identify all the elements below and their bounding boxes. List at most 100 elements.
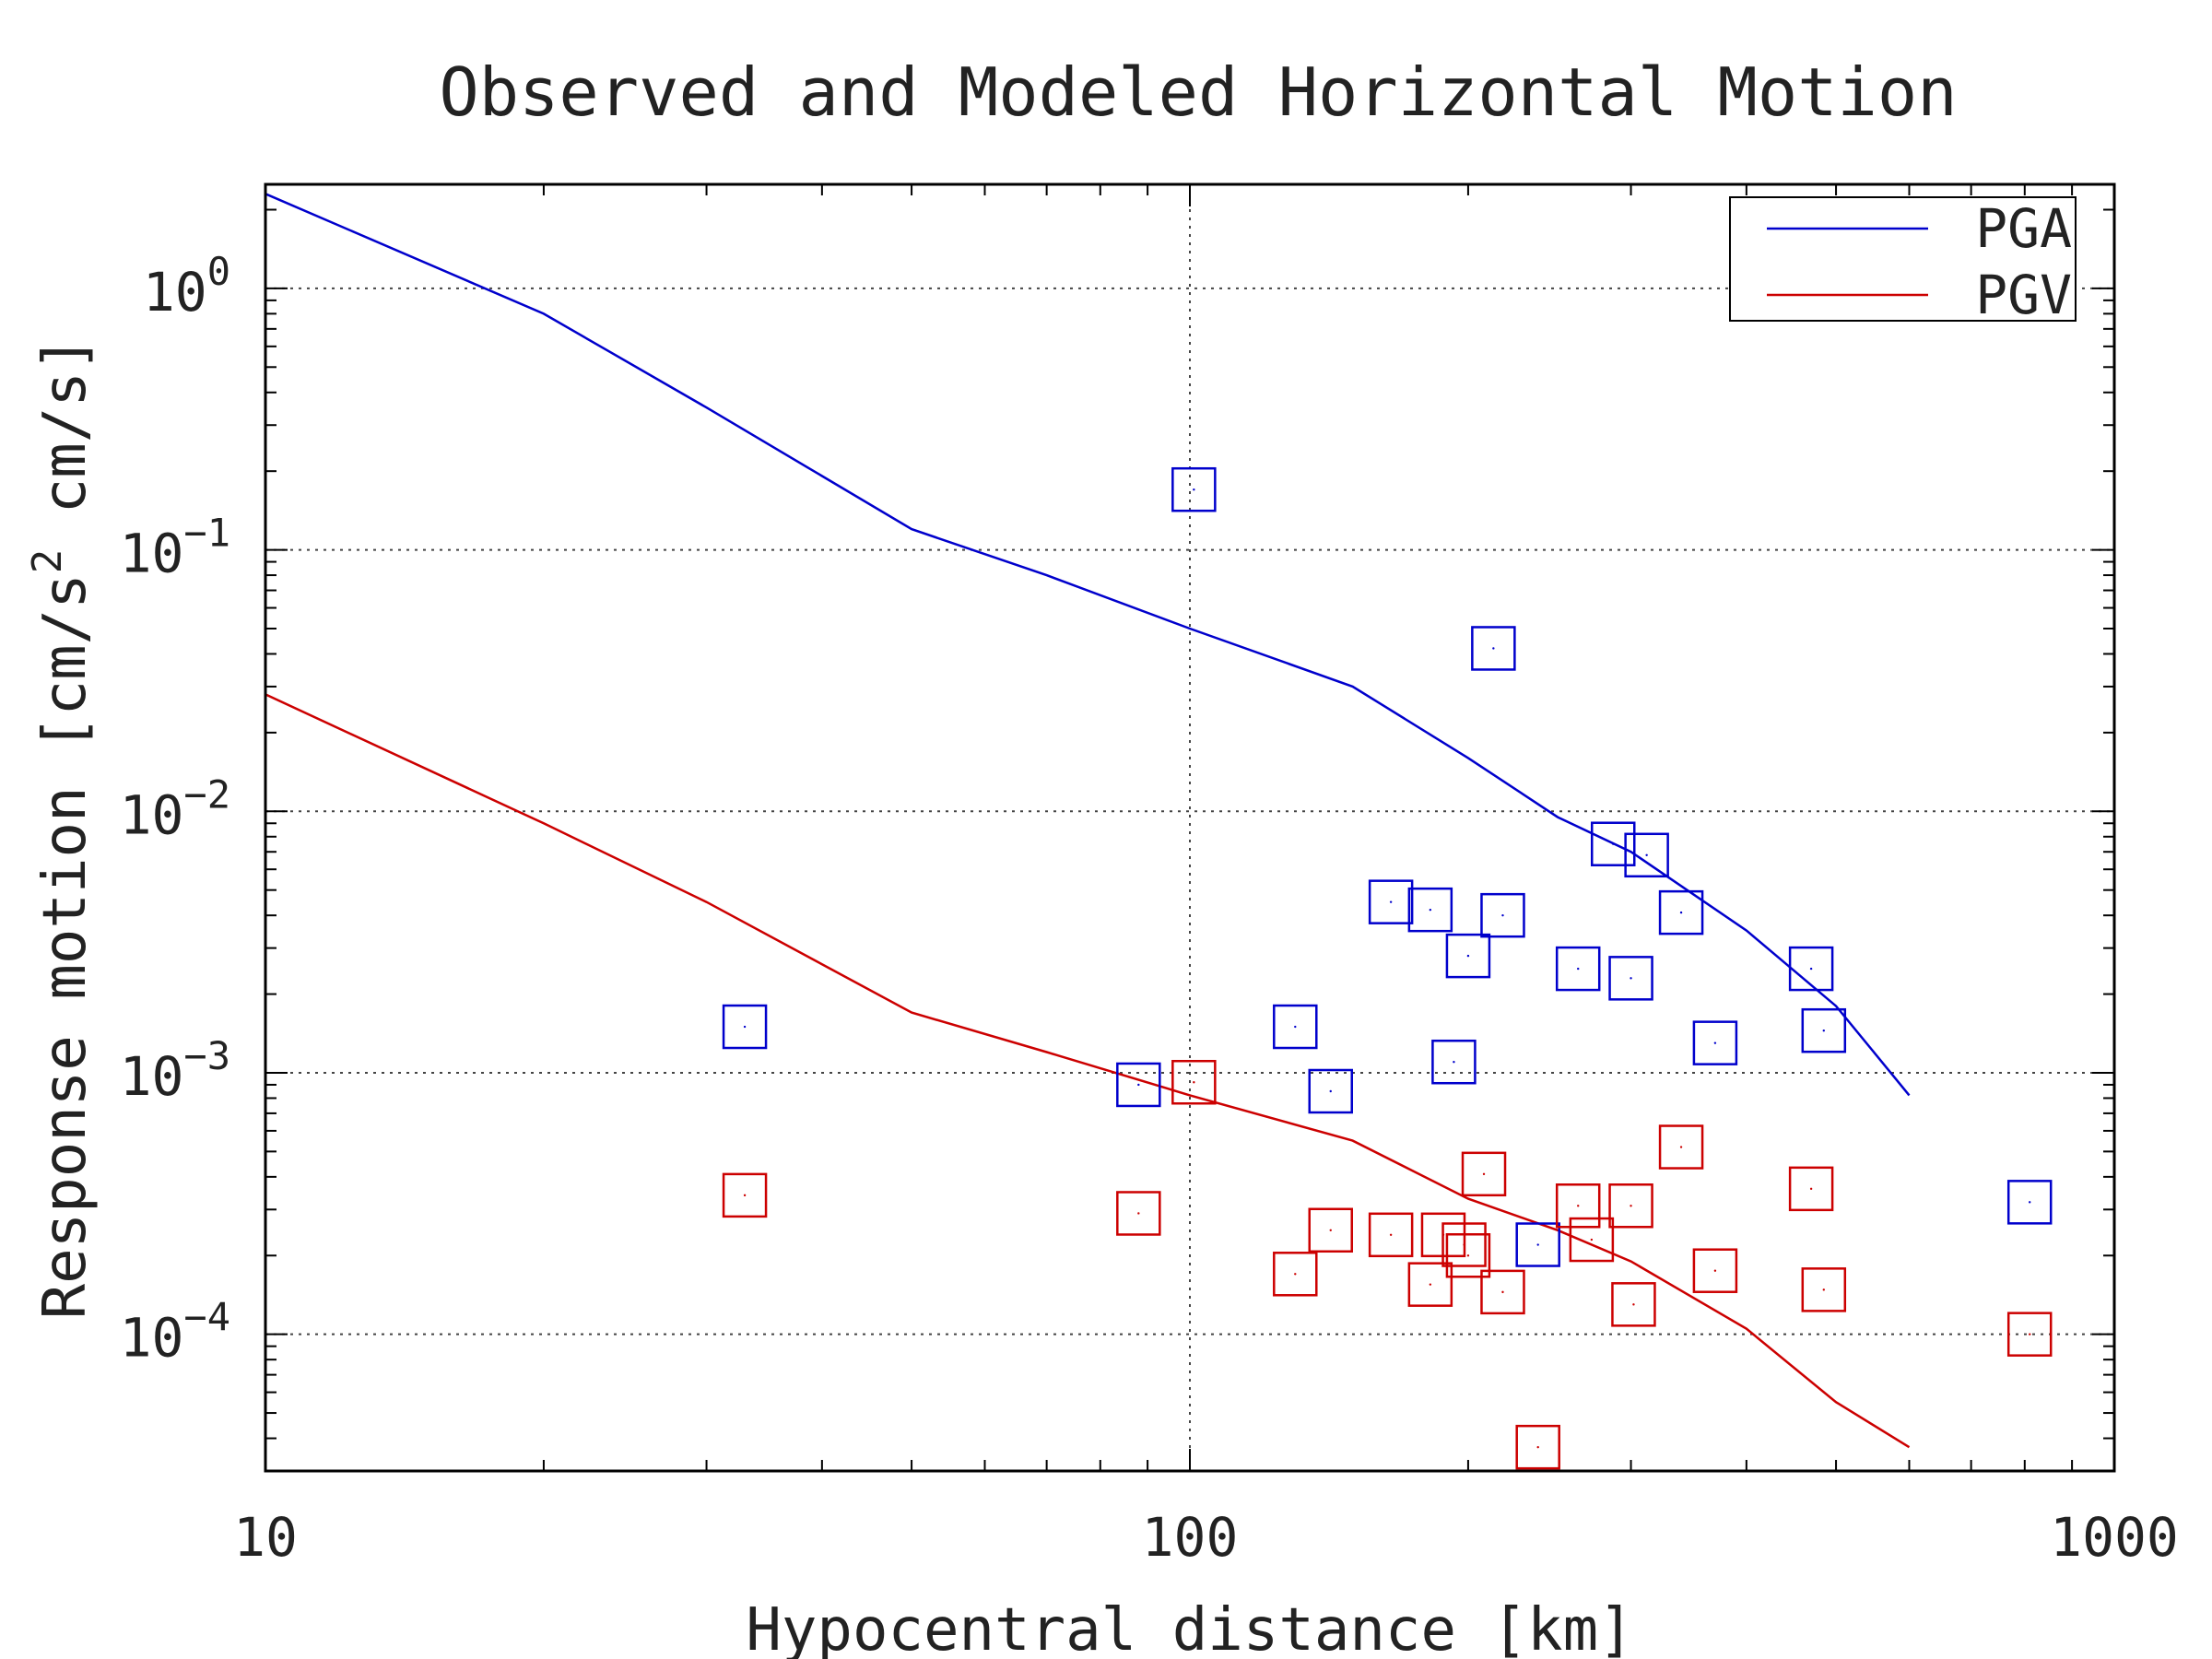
data-point-pga-observed — [1788, 946, 1834, 992]
data-point-pga-observed — [1608, 956, 1653, 1001]
data-point-center — [743, 1025, 747, 1029]
data-point-pga-observed — [1116, 1062, 1161, 1108]
y-tick-label: 100 — [143, 249, 230, 324]
y-tick-labels: 100 10−1 10−2 10−3 10−4 — [120, 249, 230, 1370]
data-point-center — [1536, 1243, 1539, 1246]
data-point-center — [1137, 1083, 1140, 1087]
series-line-pgv — [265, 693, 1911, 1449]
data-point-center — [1536, 1445, 1539, 1449]
data-point-pgv-observed — [1368, 1212, 1414, 1258]
data-point-pgv-observed — [1407, 1262, 1453, 1307]
data-point-center — [1822, 1029, 1825, 1032]
data-point-pgv-observed — [1611, 1282, 1656, 1327]
series-line-pga — [265, 193, 1911, 1097]
data-point-center — [1137, 1212, 1140, 1215]
plot-frame — [264, 182, 2116, 1473]
x-tick-label: 100 — [1142, 1506, 1239, 1569]
y-tick-label: 10−3 — [120, 1033, 230, 1108]
data-point-center — [1590, 1238, 1594, 1241]
data-point-center — [1429, 908, 1432, 912]
data-point-pga-observed — [1471, 626, 1516, 671]
data-point-pgv-observed — [2006, 1312, 2053, 1357]
data-point-pga-observed — [1445, 933, 1491, 979]
data-point-center — [1453, 1061, 1455, 1064]
data-point-pga-observed — [1407, 887, 1453, 933]
data-point-center — [1501, 913, 1504, 917]
data-point-pgv-observed — [1445, 1233, 1491, 1278]
chart-title: Observed and Modeled Horizontal Motion — [439, 53, 1957, 131]
data-point-center — [1577, 1205, 1580, 1207]
y-tick-label: 10−1 — [120, 511, 230, 585]
data-point-pgv-observed — [1569, 1217, 1615, 1263]
data-point-center — [1193, 488, 1195, 491]
data-point-pgv-observed — [1788, 1166, 1834, 1212]
data-point-pgv-observed — [1480, 1269, 1525, 1315]
data-point-pgv-observed — [1515, 1424, 1560, 1470]
data-point-pga-observed — [722, 1004, 768, 1050]
data-point-center — [1612, 842, 1615, 845]
legend-label: PGV — [1975, 264, 2072, 326]
data-point-pga-observed — [1692, 1020, 1738, 1065]
data-point-center — [1193, 1081, 1195, 1084]
data-point-pgv-observed — [1608, 1183, 1653, 1229]
data-point-center — [743, 1194, 747, 1197]
y-tick-label: 10−2 — [120, 771, 230, 846]
data-point-center — [2029, 1201, 2031, 1204]
data-point-center — [1466, 1254, 1470, 1257]
x-tick-label: 10 — [233, 1506, 298, 1569]
data-point-pga-observed — [1515, 1222, 1560, 1267]
data-point-pgv-observed — [1658, 1124, 1704, 1170]
data-point-center — [1294, 1273, 1297, 1276]
data-point-pgv-observed — [722, 1172, 768, 1218]
data-point-pga-observed — [1591, 821, 1636, 866]
data-point-pga-observed — [1801, 1007, 1847, 1053]
data-point-pgv-observed — [1441, 1222, 1487, 1267]
data-point-pgv-observed — [1171, 1059, 1217, 1105]
data-point-pgv-observed — [1308, 1207, 1353, 1253]
data-point-center — [2029, 1333, 2031, 1335]
data-point-pga-observed — [1624, 832, 1669, 878]
legend-box — [1729, 196, 2077, 322]
data-point-pga-observed — [1171, 466, 1217, 512]
data-point-pga-observed — [1273, 1004, 1318, 1050]
data-point-center — [1463, 1243, 1465, 1246]
y-tick-label: 10−4 — [120, 1295, 230, 1370]
legend-label: PGA — [1975, 197, 2072, 260]
data-point-center — [1632, 1303, 1635, 1306]
data-point-pga-observed — [1431, 1039, 1477, 1085]
data-point-center — [1679, 1146, 1683, 1148]
data-point-center — [1679, 911, 1683, 914]
data-point-pgv-observed — [1461, 1151, 1507, 1197]
data-point-pgv-observed — [1555, 1183, 1601, 1229]
x-axis-label: Hypocentral distance [km] — [746, 1596, 1633, 1659]
data-point-center — [1713, 1041, 1717, 1044]
data-point-pga-observed — [1308, 1068, 1353, 1114]
data-point-pgv-observed — [1801, 1267, 1847, 1312]
data-point-center — [1501, 1290, 1504, 1294]
x-tick-labels: 10 100 1000 — [233, 1506, 2179, 1569]
data-point-center — [1389, 1233, 1393, 1237]
data-point-center — [1429, 1283, 1432, 1286]
data-point-pga-observed — [1658, 889, 1704, 935]
series-lines — [265, 193, 1911, 1449]
data-point-center — [1809, 967, 1813, 971]
data-point-pga-observed — [1480, 892, 1525, 938]
data-point-pgv-observed — [1692, 1248, 1738, 1293]
grid — [265, 184, 2114, 1471]
data-point-center — [1645, 853, 1648, 856]
data-point-center — [1329, 1229, 1332, 1231]
data-point-pga-observed — [1555, 946, 1601, 992]
x-tick-label: 1000 — [2050, 1506, 2179, 1569]
data-point-center — [1630, 1205, 1632, 1207]
data-point-center — [1492, 647, 1495, 650]
data-point-pgv-observed — [1273, 1252, 1318, 1297]
data-point-center — [1713, 1269, 1717, 1272]
y-axis-label: Response motion [cm/s2 cm/s] — [24, 336, 100, 1320]
data-point-center — [1630, 977, 1632, 980]
series-markers — [722, 466, 2053, 1470]
data-point-center — [1389, 900, 1393, 903]
data-point-center — [1329, 1089, 1332, 1093]
ticks — [265, 184, 2114, 1472]
data-point-center — [1577, 967, 1580, 971]
data-point-center — [1294, 1025, 1297, 1029]
